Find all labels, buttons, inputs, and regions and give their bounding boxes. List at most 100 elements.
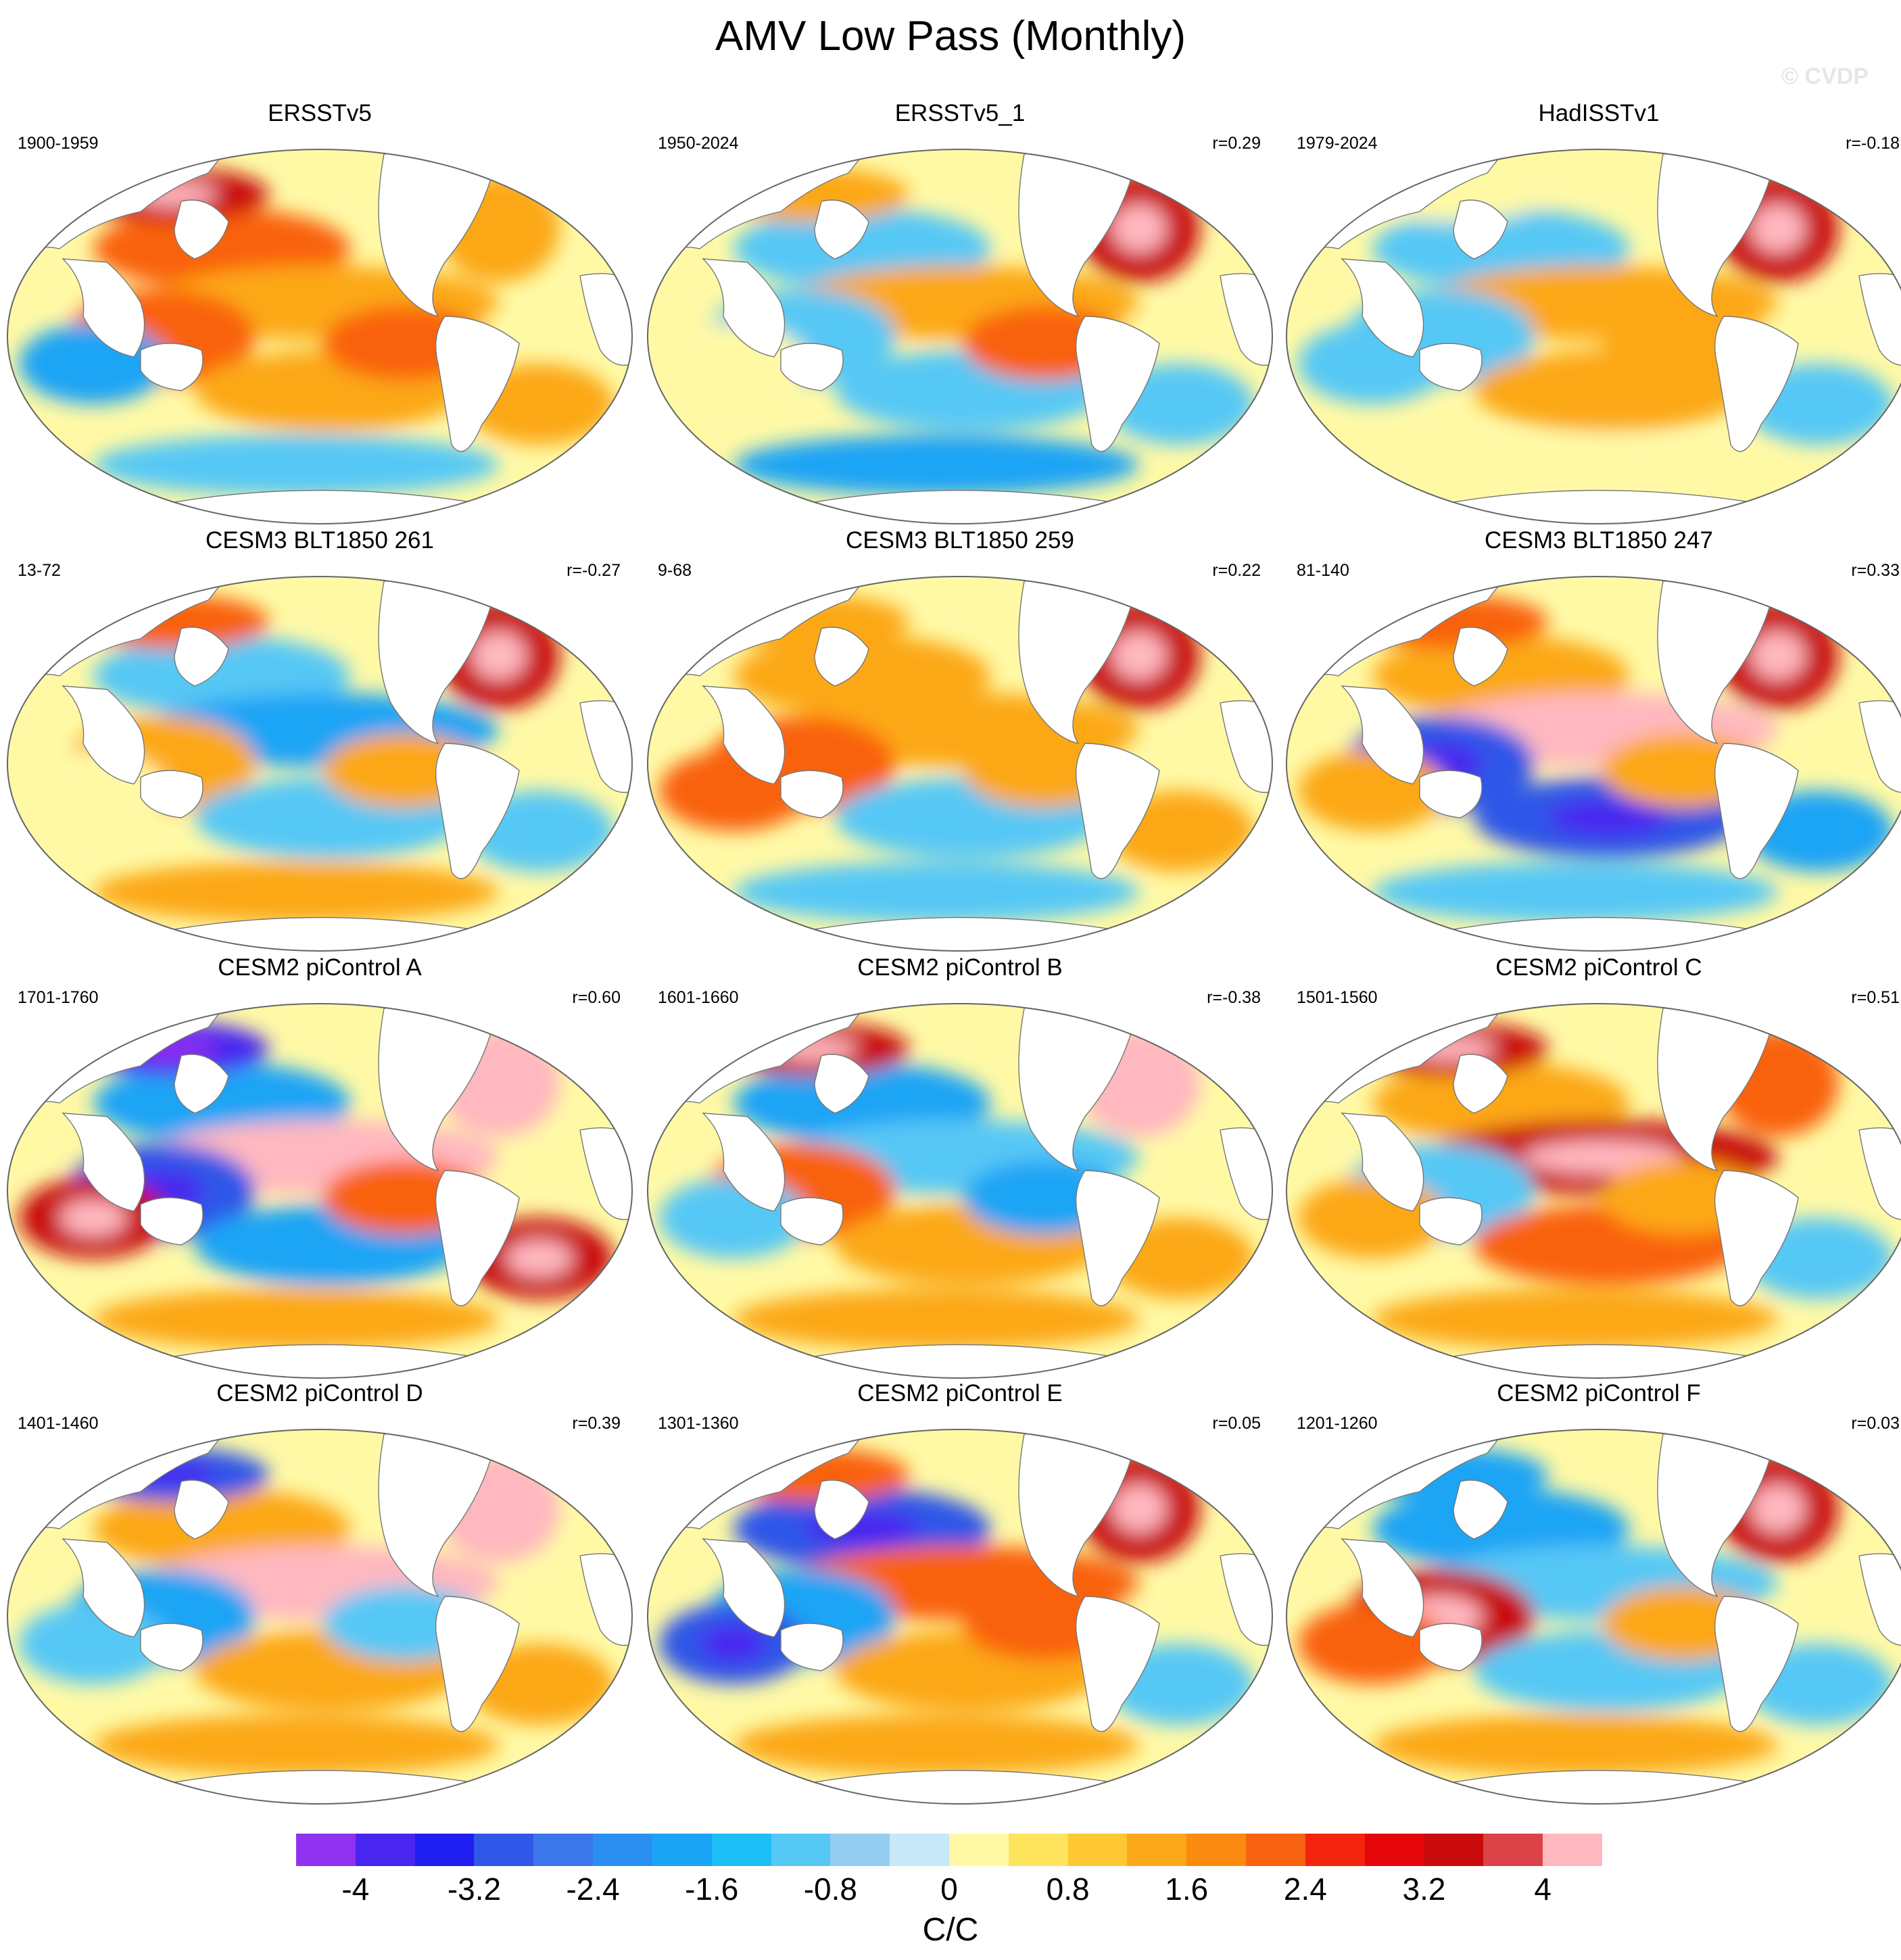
land-mass bbox=[1858, 1127, 1901, 1221]
legend-swatch bbox=[890, 1834, 950, 1866]
anomaly-core bbox=[471, 1058, 527, 1107]
globe-map bbox=[1286, 1003, 1901, 1379]
land-mass bbox=[1453, 627, 1508, 687]
panel-years: 1979-2024 bbox=[1297, 134, 1378, 153]
panel-title: CESM2 piControl E bbox=[857, 1380, 1063, 1406]
land-mass bbox=[814, 489, 1113, 524]
land-mass bbox=[1220, 1553, 1272, 1646]
land-mass bbox=[579, 1553, 632, 1646]
land-mass bbox=[1453, 1344, 1752, 1378]
anomaly-region bbox=[93, 862, 499, 923]
land-mass bbox=[174, 1479, 229, 1540]
land-mass bbox=[1453, 1054, 1508, 1114]
land-mass bbox=[814, 627, 869, 687]
panel-years: 1701-1760 bbox=[18, 988, 99, 1007]
globe-outline bbox=[647, 576, 1273, 952]
globe-map bbox=[1286, 1429, 1901, 1805]
legend-swatch bbox=[830, 1834, 890, 1866]
panel-years: 9-68 bbox=[658, 561, 692, 580]
anomaly-region bbox=[733, 1715, 1139, 1775]
land-mass bbox=[62, 1538, 145, 1638]
legend-tick-label: -1.6 bbox=[685, 1871, 739, 1907]
anomaly-region bbox=[93, 1715, 499, 1775]
legend-tick-label: 2.4 bbox=[1283, 1871, 1327, 1907]
globe-map bbox=[647, 1003, 1273, 1379]
panel-years: 81-140 bbox=[1297, 561, 1349, 580]
panel-years: 13-72 bbox=[18, 561, 61, 580]
land-mass bbox=[174, 199, 229, 260]
panel-years: 1201-1260 bbox=[1297, 1414, 1378, 1433]
legend-swatch bbox=[1067, 1834, 1128, 1866]
globe-outline bbox=[7, 1003, 633, 1379]
land-mass bbox=[780, 343, 844, 391]
panel-correlation: r=0.03 bbox=[1851, 1414, 1900, 1433]
anomaly-core bbox=[244, 1140, 402, 1174]
panel-title: CESM2 piControl B bbox=[857, 954, 1063, 981]
legend-swatch bbox=[414, 1834, 475, 1866]
globe-outline bbox=[647, 149, 1273, 524]
land-mass bbox=[1714, 743, 1799, 879]
color-legend bbox=[296, 1834, 1603, 1866]
anomaly-region bbox=[1372, 435, 1778, 495]
panel-title: CESM2 piControl F bbox=[1497, 1380, 1701, 1406]
land-mass bbox=[1453, 489, 1752, 524]
land-mass bbox=[1419, 1623, 1483, 1671]
panel-correlation: r=-0.38 bbox=[1207, 988, 1261, 1007]
land-mass bbox=[1075, 743, 1160, 879]
map-panel: ERSSTv5 1900-1959 bbox=[5, 100, 634, 526]
legend-tick-label: -3.2 bbox=[447, 1871, 502, 1907]
panel-years: 1301-1360 bbox=[658, 1414, 739, 1433]
anomaly-core bbox=[471, 631, 527, 680]
land-mass bbox=[579, 273, 632, 366]
panel-title: HadISSTv1 bbox=[1538, 100, 1660, 126]
legend-swatch bbox=[1008, 1834, 1069, 1866]
globe-outline bbox=[7, 576, 633, 952]
anomaly-core bbox=[1750, 631, 1806, 680]
anomaly-region bbox=[1372, 1715, 1778, 1775]
land-mass bbox=[1220, 700, 1272, 793]
land-mass bbox=[62, 1112, 145, 1212]
panel-correlation: r=0.60 bbox=[572, 988, 621, 1007]
land-mass bbox=[1858, 700, 1901, 793]
land-mass bbox=[140, 1623, 203, 1671]
panel-correlation: r=0.29 bbox=[1212, 134, 1261, 153]
legend-swatch bbox=[355, 1834, 416, 1866]
land-mass bbox=[814, 1479, 869, 1540]
land-mass bbox=[174, 1344, 473, 1378]
legend-swatch bbox=[1305, 1834, 1366, 1866]
land-mass bbox=[702, 685, 786, 785]
land-mass bbox=[702, 1112, 786, 1212]
land-mass bbox=[174, 1054, 229, 1114]
land-mass bbox=[435, 1596, 520, 1732]
land-mass bbox=[140, 1197, 203, 1246]
legend-tick-label: -4 bbox=[341, 1871, 370, 1907]
land-mass bbox=[174, 916, 473, 951]
globe-map bbox=[7, 1429, 633, 1805]
land-mass bbox=[1453, 1769, 1752, 1804]
land-mass bbox=[62, 258, 145, 358]
land-mass bbox=[1419, 343, 1483, 391]
land-mass bbox=[702, 1538, 786, 1638]
globe-outline bbox=[647, 1429, 1273, 1805]
land-mass bbox=[814, 1054, 869, 1114]
land-mass bbox=[174, 627, 229, 687]
anomaly-core bbox=[1111, 1484, 1167, 1533]
globe-map bbox=[647, 576, 1273, 952]
globe-map bbox=[647, 1429, 1273, 1805]
land-mass bbox=[62, 685, 145, 785]
land-mass bbox=[1453, 1479, 1508, 1540]
anomaly-core bbox=[700, 1625, 767, 1662]
anomaly-region bbox=[1372, 862, 1778, 923]
legend-units: C/C bbox=[922, 1912, 979, 1948]
map-panel: CESM2 piControl E 1301-1360 r=0.05 bbox=[646, 1380, 1274, 1806]
land-mass bbox=[1075, 316, 1160, 452]
map-panel: CESM2 piControl A 1701-1760 r=0.60 bbox=[5, 954, 634, 1380]
map-panel: CESM2 piControl C 1501-1560 r=0.51 bbox=[1284, 954, 1901, 1380]
globe-outline bbox=[7, 149, 633, 524]
land-mass bbox=[174, 489, 473, 524]
land-mass bbox=[1220, 1127, 1272, 1221]
panel-title: CESM3 BLT1850 247 bbox=[1485, 527, 1713, 554]
legend-swatch bbox=[949, 1834, 1009, 1866]
land-mass bbox=[1453, 199, 1508, 260]
panel-years: 1401-1460 bbox=[18, 1414, 99, 1433]
